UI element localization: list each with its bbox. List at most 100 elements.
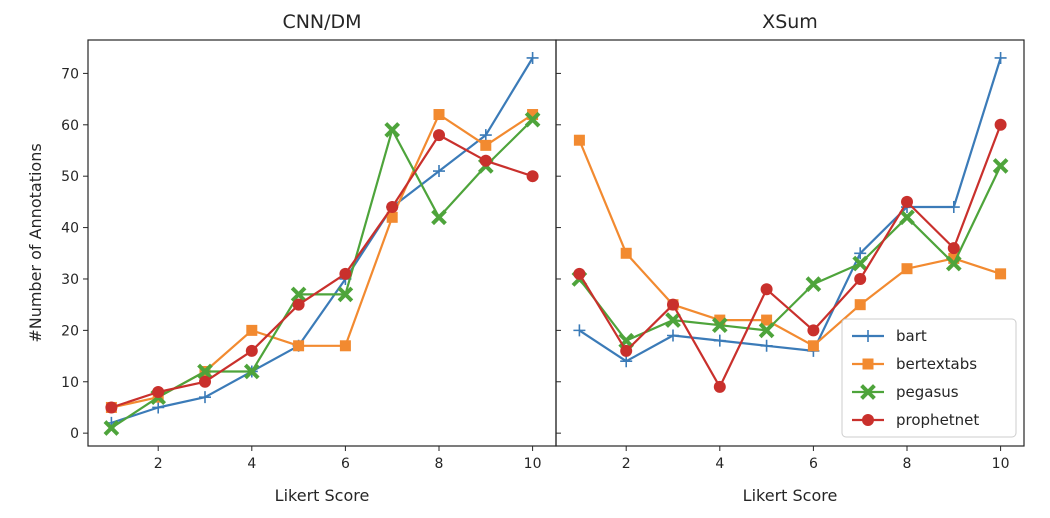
- data-point-bertextabs: [573, 134, 585, 146]
- data-point-bart: [854, 247, 867, 260]
- data-point-prophetnet: [854, 272, 867, 285]
- series-line-bart: [111, 57, 534, 424]
- data-point-prophetnet: [573, 267, 586, 280]
- data-point-prophetnet: [339, 267, 352, 280]
- data-point-bart: [199, 391, 211, 404]
- data-point-bertextabs: [480, 139, 492, 151]
- series-line-bart: [578, 57, 1002, 363]
- panel-0: CNN/DM Likert Score 2 4 6 8 10 0 10 20 30 40 50 60 70: [61, 11, 557, 505]
- series-line-prophetnet: [578, 124, 1002, 388]
- data-point-prophetnet: [901, 195, 913, 208]
- series-line-pegasus: [110, 118, 534, 429]
- plot-frame: [87, 39, 557, 447]
- series-line-bertextabs: [578, 139, 1001, 347]
- y-tick-label: 10: [61, 375, 79, 391]
- data-point-pegasus: [711, 317, 728, 334]
- data-point-bart: [152, 401, 165, 414]
- data-point-pegasus: [758, 322, 775, 339]
- series-prophetnet: [105, 129, 539, 414]
- data-point-bertextabs: [807, 340, 819, 352]
- x-tick-label: 6: [341, 456, 350, 472]
- x-tick-label: 4: [247, 456, 256, 472]
- data-point-prophetnet: [152, 386, 165, 399]
- x-tick-label: 4: [715, 456, 724, 472]
- data-point-bertextabs: [386, 211, 398, 223]
- legend-label-prophetnet: prophetnet: [896, 411, 979, 429]
- plot-frame: [555, 39, 1025, 447]
- legend-marker-prophetnet: [862, 414, 874, 426]
- data-point-pegasus: [805, 276, 822, 292]
- data-point-prophetnet: [105, 401, 118, 414]
- legend-marker-bertextabs: [862, 358, 874, 370]
- data-point-bertextabs: [995, 268, 1007, 280]
- data-point-pegasus: [384, 122, 401, 138]
- data-point-bertextabs: [433, 109, 445, 121]
- x-tick-label: 6: [809, 456, 818, 472]
- data-point-bertextabs: [761, 314, 773, 326]
- legend-marker-pegasus: [860, 384, 876, 400]
- data-point-pegasus: [945, 255, 962, 272]
- data-point-pegasus: [290, 286, 307, 303]
- data-point-prophetnet: [713, 380, 726, 393]
- chart-title: XSum: [762, 11, 818, 33]
- series-line-prophetnet: [111, 134, 533, 409]
- data-point-bart: [479, 129, 492, 142]
- series-pegasus: [103, 111, 541, 436]
- data-point-prophetnet: [947, 242, 960, 255]
- legend-box: [841, 318, 1017, 438]
- data-point-bertextabs: [854, 299, 866, 311]
- data-point-pegasus: [992, 158, 1009, 174]
- y-tick-label: 50: [61, 169, 79, 185]
- y-tick-label: 70: [61, 66, 79, 82]
- data-point-pegasus: [524, 111, 541, 128]
- data-point-prophetnet: [620, 344, 633, 357]
- data-point-pegasus: [337, 286, 354, 303]
- data-point-prophetnet: [807, 324, 820, 337]
- data-point-bertextabs: [620, 247, 632, 259]
- data-point-prophetnet: [386, 201, 399, 214]
- data-point-prophetnet: [292, 298, 305, 311]
- data-point-bart: [573, 324, 586, 337]
- legend-marker-bart: [862, 330, 874, 342]
- data-point-prophetnet: [667, 298, 679, 311]
- data-point-prophetnet: [245, 344, 258, 357]
- y-tick-label: 20: [61, 323, 79, 339]
- data-point-pegasus: [852, 255, 869, 272]
- data-point-bart: [620, 355, 633, 368]
- x-tick-label: 2: [622, 456, 631, 472]
- y-tick-label: 30: [61, 272, 79, 288]
- data-point-bertextabs: [527, 109, 539, 121]
- data-point-bart: [947, 201, 960, 214]
- panel-1: XSum Likert Score 2 4 6 8 10 bart bertextabs pega…: [555, 11, 1025, 505]
- y-tick-label: 0: [70, 426, 79, 442]
- series-bart: [105, 51, 539, 429]
- series-line-pegasus: [578, 165, 1002, 342]
- legend-label-bart: bart: [896, 327, 927, 345]
- legend: bart bertextabs pegasus prophetnet: [841, 318, 1017, 438]
- data-point-bertextabs: [246, 324, 258, 336]
- data-point-bart: [667, 329, 679, 342]
- series-bertextabs: [573, 134, 1007, 352]
- data-point-pegasus: [103, 420, 120, 436]
- data-point-bart: [526, 51, 539, 64]
- data-point-pegasus: [431, 209, 447, 226]
- chart-title: CNN/DM: [282, 11, 361, 33]
- x-tick-label: 10: [524, 456, 542, 472]
- data-point-bart: [994, 51, 1007, 64]
- legend-label-bertextabs: bertextabs: [896, 355, 977, 373]
- data-point-bertextabs: [339, 340, 351, 352]
- data-point-prophetnet: [479, 154, 492, 167]
- series-prophetnet: [573, 118, 1007, 393]
- series-pegasus: [571, 158, 1009, 349]
- x-axis-label: Likert Score: [743, 486, 838, 505]
- data-point-bart: [433, 165, 445, 178]
- data-point-prophetnet: [760, 283, 773, 296]
- data-point-pegasus: [243, 363, 260, 380]
- data-point-pegasus: [899, 209, 915, 226]
- x-tick-label: 8: [903, 456, 912, 472]
- data-point-bart: [713, 334, 726, 347]
- x-tick-label: 8: [435, 456, 444, 472]
- series-line-bertextabs: [111, 113, 534, 409]
- data-point-prophetnet: [526, 170, 539, 183]
